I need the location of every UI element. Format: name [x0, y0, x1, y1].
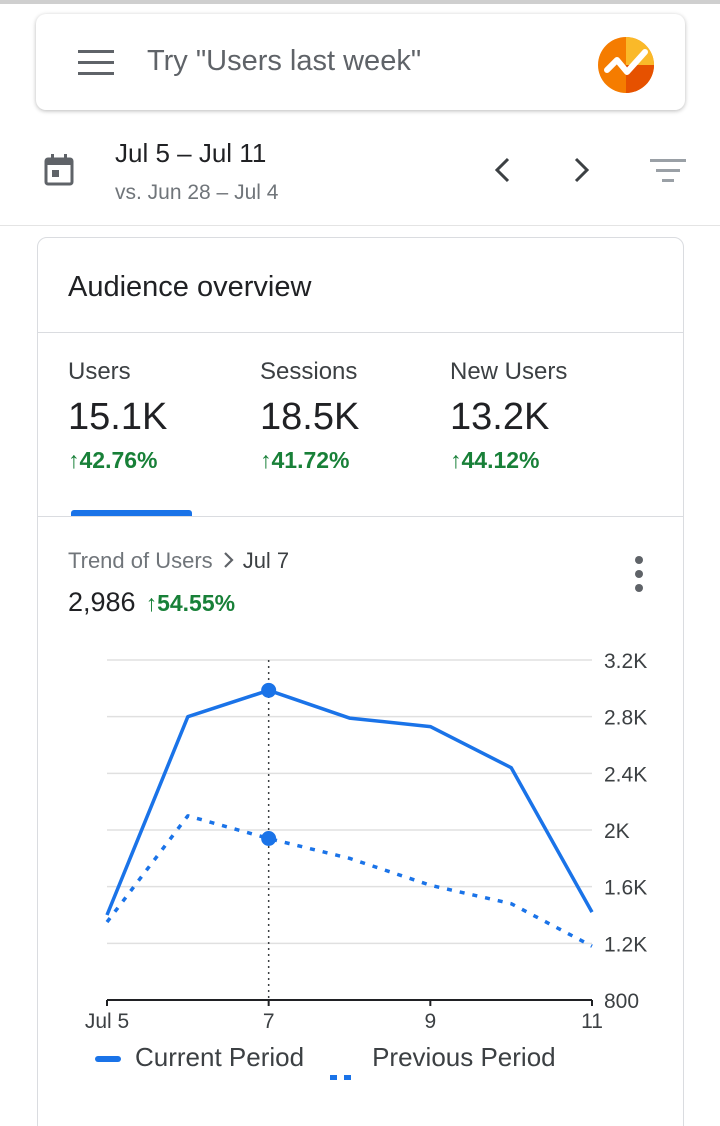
trend-change: ↑54.55% — [145, 590, 236, 616]
audience-overview-card: Audience overview Users 15.1K ↑42.76% Se… — [37, 237, 684, 1126]
trend-crumb-label: Trend of Users — [68, 548, 213, 573]
legend-previous-swatch — [330, 1056, 358, 1081]
metric-label: New Users — [450, 358, 568, 385]
selected-metric-indicator — [71, 510, 192, 516]
comparison-date-range: vs. Jun 28 – Jul 4 — [115, 181, 279, 204]
status-bar-edge — [0, 0, 720, 4]
search-input[interactable]: Try "Users last week" — [147, 45, 422, 77]
date-range-bar: Jul 5 – Jul 11 vs. Jun 28 – Jul 4 — [0, 118, 720, 226]
chart-legend: Current Period Previous Period — [95, 1042, 556, 1081]
next-period-button[interactable] — [563, 152, 599, 188]
metric-sessions[interactable]: Sessions 18.5K ↑41.72% — [260, 358, 359, 474]
analytics-logo-icon[interactable] — [597, 36, 655, 94]
metric-value: 15.1K — [68, 396, 168, 438]
chevron-right-icon — [223, 552, 234, 568]
trend-crumb-date: Jul 7 — [242, 548, 290, 573]
legend-previous-label: Previous Period — [372, 1042, 556, 1072]
trend-value: 2,986 — [68, 587, 136, 617]
trend-summary: 2,986 ↑54.55% — [68, 587, 235, 618]
trend-breadcrumb[interactable]: Trend of Users Jul 7 — [68, 548, 289, 574]
previous-period-button[interactable] — [485, 152, 521, 188]
metric-change: ↑41.72% — [260, 447, 350, 473]
calendar-icon[interactable] — [44, 154, 74, 186]
search-bar[interactable]: Try "Users last week" — [36, 14, 685, 110]
current-date-range[interactable]: Jul 5 – Jul 11 — [115, 138, 267, 168]
divider — [38, 516, 683, 517]
legend-current-swatch — [95, 1056, 121, 1063]
metric-change: ↑42.76% — [68, 447, 158, 473]
legend-current-label: Current Period — [135, 1042, 305, 1072]
hamburger-menu-icon[interactable] — [78, 50, 114, 76]
metric-label: Sessions — [260, 358, 358, 385]
metric-value: 13.2K — [450, 396, 550, 438]
metric-users[interactable]: Users 15.1K ↑42.76% — [68, 358, 167, 474]
divider — [38, 332, 683, 333]
metric-label: Users — [68, 358, 131, 385]
card-title: Audience overview — [68, 271, 312, 303]
filter-icon[interactable] — [650, 156, 686, 184]
metric-change: ↑44.12% — [450, 447, 540, 473]
more-options-icon[interactable] — [634, 556, 644, 592]
metric-new-users[interactable]: New Users 13.2K ↑44.12% — [450, 358, 567, 474]
metric-value: 18.5K — [260, 396, 360, 438]
